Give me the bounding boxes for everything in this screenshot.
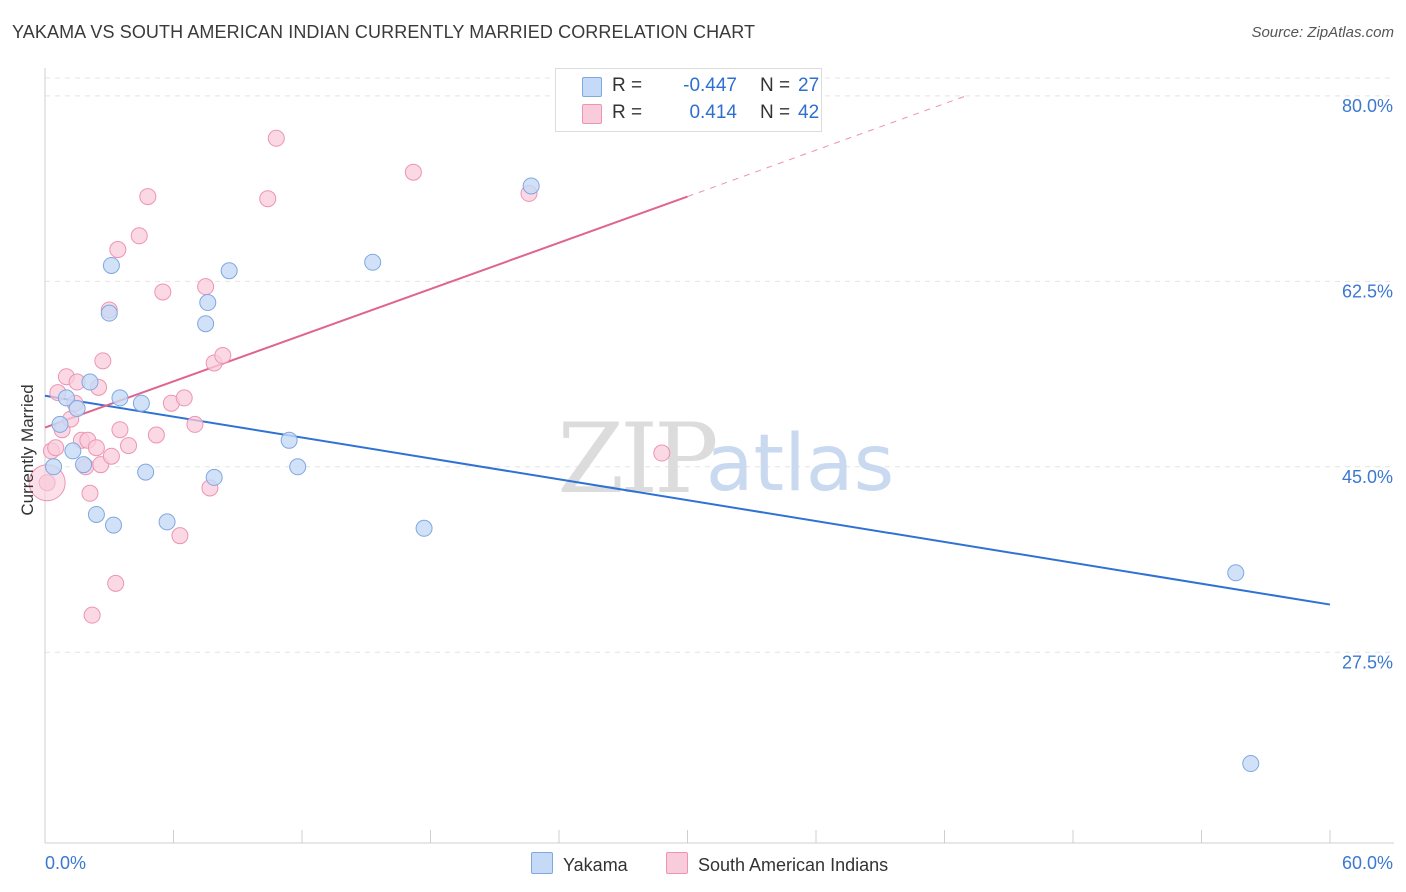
trend-line-south-american-indians-extrapolated: [687, 95, 967, 198]
legend-n-label: N =: [760, 102, 791, 123]
legend-n-value: 27: [798, 75, 820, 96]
point-south-american-indians: [214, 347, 232, 365]
data-points: [28, 129, 1260, 773]
point-south-american-indians: [87, 439, 105, 457]
legend-swatch-yakama: [582, 77, 602, 97]
point-yakama: [1227, 564, 1245, 582]
point-yakama: [111, 389, 129, 407]
legend-swatch-sai: [666, 852, 688, 874]
source-credit: Source: ZipAtlas.com: [1251, 24, 1394, 41]
point-south-american-indians: [94, 352, 112, 370]
point-south-american-indians: [404, 163, 422, 181]
point-yakama: [205, 468, 223, 486]
point-south-american-indians: [130, 227, 148, 245]
legend-item-yakama: Yakama: [531, 852, 628, 876]
legend-r-value: 0.414: [689, 102, 737, 123]
watermark-zip: ZIP: [557, 403, 716, 515]
trend-line-south-american-indians: [44, 195, 688, 429]
point-yakama: [1242, 755, 1260, 773]
point-yakama: [81, 373, 99, 391]
point-south-american-indians: [171, 527, 189, 545]
series-legend: Yakama South American Indians: [0, 852, 1406, 878]
legend-label-yakama: Yakama: [563, 855, 628, 875]
y-axis-label: Currently Married: [18, 384, 37, 516]
x-axis-ticks: [44, 830, 1331, 843]
point-yakama: [415, 519, 433, 537]
point-south-american-indians: [267, 129, 285, 147]
point-yakama: [197, 315, 215, 333]
legend-swatch-sai: [582, 104, 602, 124]
stats-legend: R = -0.447 N = 27 R = 0.414 N = 42: [555, 68, 822, 132]
point-south-american-indians: [47, 439, 65, 457]
point-south-american-indians: [111, 421, 129, 439]
watermark-atlas: atlas: [706, 419, 895, 509]
y-tick-label: 80.0%: [1342, 96, 1393, 116]
point-yakama: [68, 400, 86, 418]
y-axis-tick-labels: 27.5% 45.0% 62.5% 80.0%: [1342, 96, 1393, 672]
point-yakama: [158, 513, 176, 531]
point-south-american-indians: [653, 444, 671, 462]
point-south-american-indians: [102, 447, 120, 465]
point-yakama: [280, 431, 298, 449]
watermark: ZIP atlas: [557, 403, 894, 515]
point-yakama: [199, 294, 217, 312]
point-south-american-indians: [83, 606, 101, 624]
y-tick-label: 27.5%: [1342, 652, 1393, 672]
point-yakama: [57, 389, 75, 407]
point-yakama: [364, 253, 382, 271]
point-south-american-indians: [197, 278, 215, 296]
legend-r-label: R =: [612, 102, 643, 123]
point-south-american-indians: [109, 241, 127, 259]
point-yakama: [289, 458, 307, 476]
point-south-american-indians: [147, 426, 165, 444]
x-tick-label: 60.0%: [1342, 853, 1393, 873]
point-south-american-indians: [175, 389, 193, 407]
chart-title: YAKAMA VS SOUTH AMERICAN INDIAN CURRENTL…: [12, 22, 756, 42]
point-south-american-indians: [154, 283, 172, 301]
point-yakama: [51, 415, 69, 433]
point-south-american-indians: [107, 574, 125, 592]
trend-lines: [44, 95, 1331, 606]
point-yakama: [87, 505, 105, 523]
point-yakama: [522, 177, 540, 195]
legend-r-label: R =: [612, 75, 643, 96]
y-tick-label: 62.5%: [1342, 281, 1393, 301]
grid-lines: [45, 77, 1394, 653]
y-axis-label-wrap: Currently Married: [16, 300, 40, 600]
point-south-american-indians: [139, 188, 157, 206]
y-tick-label: 45.0%: [1342, 467, 1393, 487]
legend-label-sai: South American Indians: [698, 855, 889, 875]
point-yakama: [45, 458, 63, 476]
legend-r-value: -0.447: [683, 75, 737, 96]
x-axis-tick-labels: 0.0% 60.0%: [45, 853, 1393, 873]
x-tick-label: 0.0%: [45, 853, 86, 873]
point-south-american-indians: [259, 190, 277, 208]
point-yakama: [75, 456, 93, 474]
point-south-american-indians: [186, 415, 204, 433]
point-yakama: [102, 256, 120, 274]
point-yakama: [132, 394, 150, 412]
legend-swatch-yakama: [531, 852, 553, 874]
legend-n-label: N =: [760, 75, 791, 96]
point-south-american-indians: [81, 484, 99, 502]
legend-item-sai: South American Indians: [666, 852, 888, 876]
point-yakama: [220, 262, 238, 280]
point-yakama: [105, 516, 123, 534]
point-yakama: [137, 463, 155, 481]
point-yakama: [64, 442, 82, 460]
legend-n-value: 42: [798, 102, 820, 123]
point-south-american-indians: [120, 437, 138, 455]
trend-line-yakama: [44, 394, 1331, 606]
point-yakama: [100, 304, 118, 322]
